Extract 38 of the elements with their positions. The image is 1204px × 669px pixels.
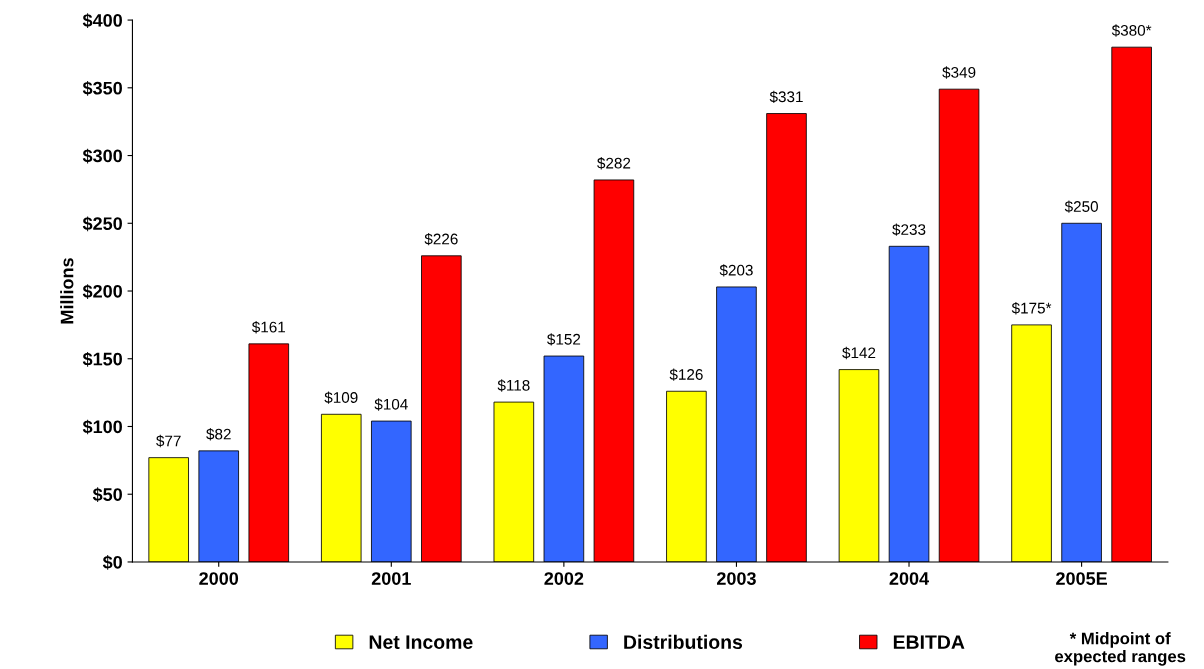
data-label: $250 [1064, 200, 1098, 213]
data-label: $349 [942, 66, 976, 79]
legend-label: EBITDA [893, 635, 965, 649]
x-tick-label: 2004 [889, 572, 930, 585]
data-label: $118 [497, 379, 530, 392]
x-tick-label: 2003 [716, 572, 756, 585]
data-label: $175* [1011, 302, 1052, 315]
x-tick-label: 2002 [544, 572, 584, 585]
text: * Midpoint of expected ranges [1055, 632, 1186, 666]
data-label: $203 [719, 264, 753, 277]
data-label: $109 [324, 391, 358, 404]
legend-label: Distributions [624, 634, 743, 649]
y-tick-label: $300 [82, 148, 122, 164]
data-label: $282 [597, 157, 631, 170]
data-label: $380* [1111, 24, 1152, 37]
y-axis-title: Millions [60, 258, 74, 324]
x-tick-label: 2001 [371, 572, 411, 585]
y-tick-label: $0 [102, 555, 122, 570]
y-tick-label: $250 [82, 216, 122, 232]
y-tick-label: $50 [92, 487, 122, 503]
data-label: $331 [769, 90, 803, 104]
data-label: $77 [156, 434, 181, 448]
data-label: $82 [206, 428, 231, 441]
data-label: $126 [669, 368, 703, 381]
x-tick-label: 2000 [199, 572, 239, 585]
x-tick-label: 2005E [1056, 572, 1107, 585]
data-label: $161 [251, 321, 286, 334]
y-tick-label: $350 [82, 80, 122, 96]
y-tick-label: $150 [82, 351, 122, 367]
data-label: $152 [547, 333, 581, 346]
data-label: $226 [424, 232, 458, 246]
legend-label: Net Income [369, 635, 473, 649]
y-tick-label: $100 [82, 419, 122, 435]
y-tick-label: $400 [82, 13, 122, 28]
data-label: $142 [842, 346, 876, 360]
data-label: $233 [892, 223, 926, 236]
data-label: $104 [374, 398, 408, 411]
y-tick-label: $200 [82, 284, 122, 299]
